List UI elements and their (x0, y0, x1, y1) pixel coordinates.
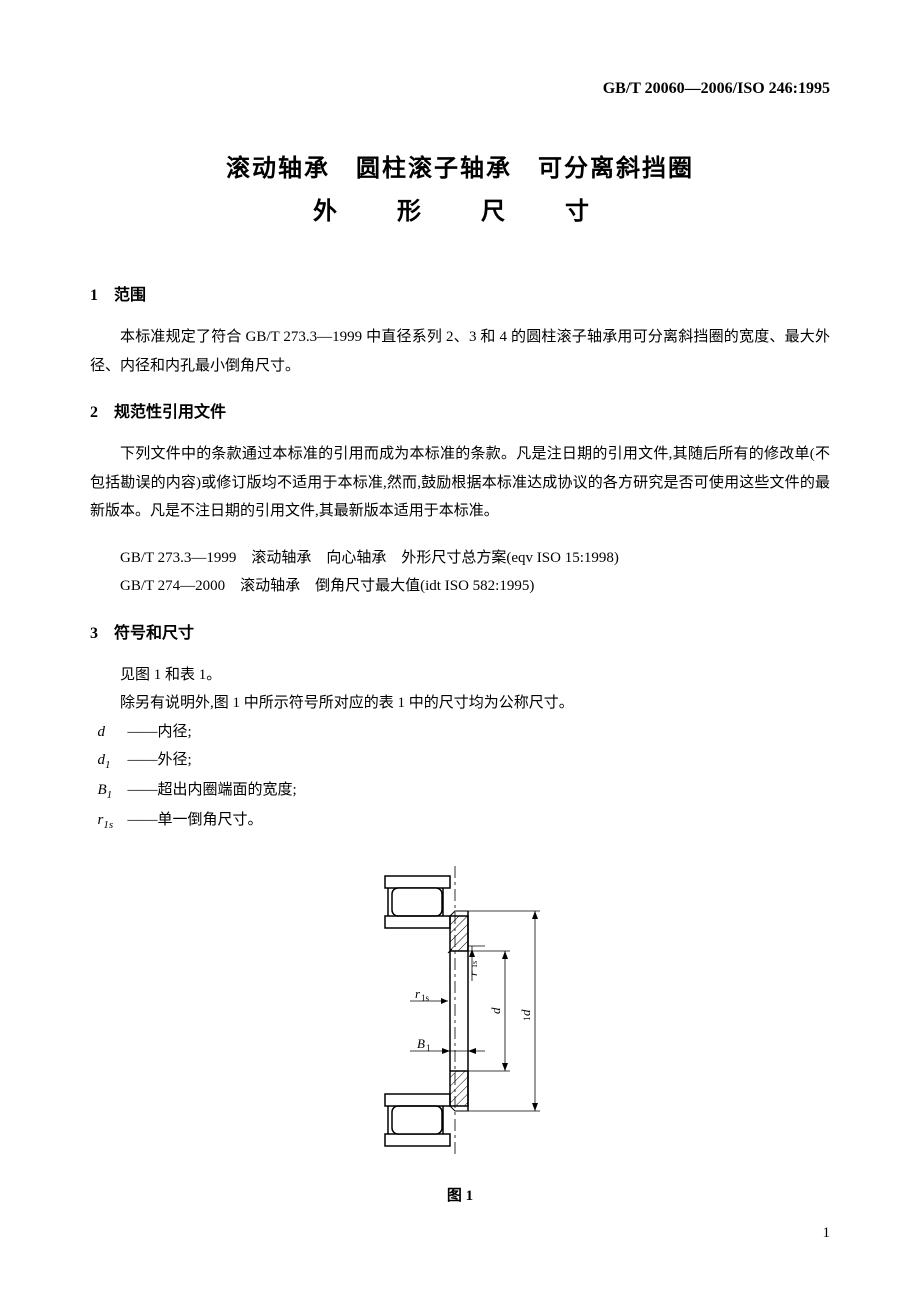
symbol-d: d——内径; (98, 718, 831, 747)
figure-1: d d 1 B 1 r 1s r 1s 图 1 (90, 861, 830, 1205)
section3-intro2: 除另有说明外,图 1 中所示符号所对应的表 1 中的尺寸均为公称尺寸。 (90, 689, 830, 718)
svg-text:d: d (518, 1009, 533, 1016)
figure-caption: 图 1 (90, 1184, 830, 1205)
svg-text:1: 1 (522, 1016, 532, 1021)
section1-body: 本标准规定了符合 GB/T 273.3—1999 中直径系列 2、3 和 4 的… (90, 323, 830, 380)
main-title-line2: 外 形 尺 寸 (90, 191, 830, 226)
section2-body: 下列文件中的条款通过本标准的引用而成为本标准的条款。凡是注日期的引用文件,其随后… (90, 440, 830, 526)
svg-text:B: B (417, 1036, 425, 1051)
svg-text:r: r (466, 971, 480, 976)
section3-intro1: 见图 1 和表 1。 (90, 661, 830, 690)
section3-heading: 3 符号和尺寸 (90, 619, 830, 643)
svg-text:1s: 1s (421, 993, 430, 1003)
bearing-diagram-svg: d d 1 B 1 r 1s r 1s (310, 861, 610, 1161)
svg-text:d: d (488, 1007, 503, 1014)
standard-code: GB/T 20060—2006/ISO 246:1995 (90, 80, 830, 98)
section2-ref2: GB/T 274—2000 滚动轴承 倒角尺寸最大值(idt ISO 582:1… (90, 572, 830, 601)
main-title-line1: 滚动轴承 圆柱滚子轴承 可分离斜挡圈 (90, 148, 830, 183)
section2-heading: 2 规范性引用文件 (90, 398, 830, 422)
symbol-d1: d1——外径; (98, 746, 831, 776)
page-number: 1 (823, 1225, 831, 1242)
section2-ref1: GB/T 273.3—1999 滚动轴承 向心轴承 外形尺寸总方案(eqv IS… (90, 544, 830, 573)
symbol-r1s: r1s——单一倒角尺寸。 (98, 806, 831, 836)
section1-heading: 1 范围 (90, 281, 830, 305)
svg-text:1s: 1s (470, 961, 479, 968)
svg-text:1: 1 (426, 1043, 431, 1053)
symbol-B1: B1——超出内圈端面的宽度; (98, 776, 831, 806)
